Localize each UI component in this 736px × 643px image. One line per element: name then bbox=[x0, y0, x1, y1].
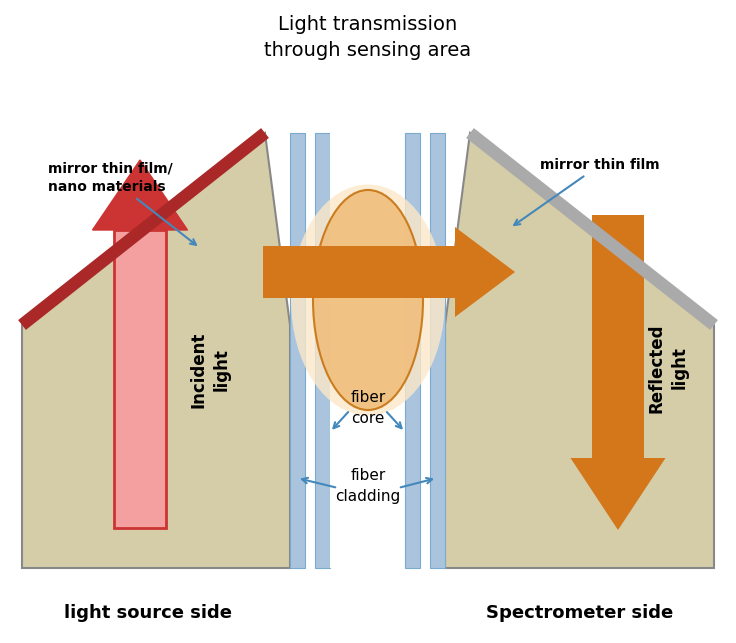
Text: Light transmission
through sensing area: Light transmission through sensing area bbox=[264, 15, 472, 60]
Bar bbox=[430, 133, 445, 568]
Text: fiber
core: fiber core bbox=[350, 390, 386, 426]
Bar bbox=[114, 230, 166, 528]
Polygon shape bbox=[445, 133, 714, 568]
Text: mirror thin film/
nano materials: mirror thin film/ nano materials bbox=[48, 162, 196, 245]
Bar bbox=[405, 133, 420, 568]
Text: Spectrometer side: Spectrometer side bbox=[486, 604, 673, 622]
Polygon shape bbox=[570, 458, 665, 530]
Ellipse shape bbox=[313, 190, 423, 410]
Polygon shape bbox=[93, 160, 188, 230]
Bar bbox=[315, 133, 330, 568]
Text: fiber
cladding: fiber cladding bbox=[336, 468, 400, 504]
Text: Incident
light: Incident light bbox=[189, 332, 231, 408]
Polygon shape bbox=[455, 227, 515, 317]
Text: Reflected
light: Reflected light bbox=[647, 323, 689, 413]
Bar bbox=[592, 215, 644, 458]
Polygon shape bbox=[22, 133, 290, 568]
Ellipse shape bbox=[291, 185, 445, 415]
Text: mirror thin film: mirror thin film bbox=[514, 158, 659, 225]
Bar bbox=[290, 133, 305, 568]
Bar bbox=[330, 133, 405, 568]
Bar bbox=[263, 246, 455, 298]
Text: light source side: light source side bbox=[64, 604, 232, 622]
